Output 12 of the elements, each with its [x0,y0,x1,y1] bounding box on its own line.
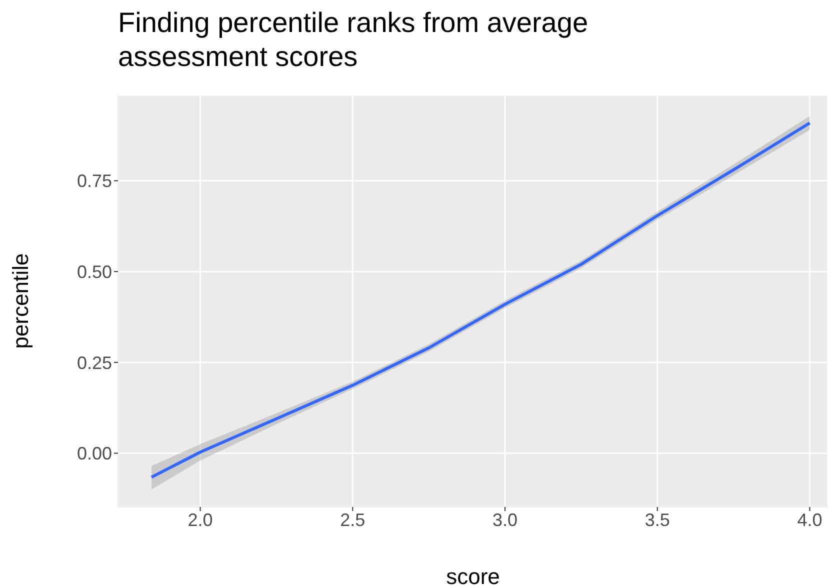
y-tick-label: 0.25 [76,352,112,373]
x-tick-label: 2.0 [188,510,213,530]
x-tick-label: 3.0 [492,510,518,530]
chart-title: Finding percentile ranks from average assessment scores [118,6,588,74]
x-tick-label: 4.0 [797,510,822,530]
y-tick-label: 0.50 [76,262,112,282]
y-axis-title: percentile [8,253,33,349]
x-tick-label: 2.5 [340,510,366,530]
y-tick-label: 0.75 [76,171,112,192]
y-tick-label: 0.00 [76,444,112,464]
x-tick-label: 3.5 [644,510,670,530]
x-axis-title: score [446,564,500,586]
